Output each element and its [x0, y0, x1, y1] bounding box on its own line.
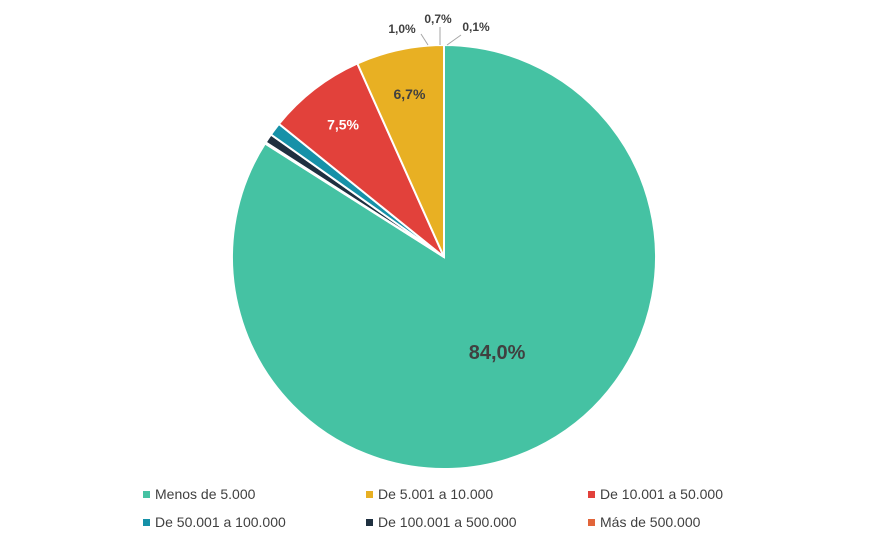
legend-label: De 50.001 a 100.000 — [155, 514, 286, 530]
leader-line-de-50-001-a-100-000 — [420, 33, 429, 46]
data-label-de-10-001-a-50-000: 7,5% — [327, 117, 359, 133]
leader-line-mas-de-500-000 — [446, 34, 462, 46]
legend-label: De 10.001 a 50.000 — [600, 486, 723, 502]
data-label-de-100-001-a-500-000: 0,7% — [424, 12, 452, 26]
legend-label: Menos de 5.000 — [155, 486, 256, 502]
data-label-menos-de-5-000: 84,0% — [469, 342, 526, 364]
legend-label: De 100.001 a 500.000 — [378, 514, 517, 530]
legend-item-de-5-001-a-10-000: De 5.001 a 10.000 — [366, 486, 493, 502]
legend-swatch — [143, 490, 150, 498]
legend-item-de-50-001-a-100-000: De 50.001 a 100.000 — [143, 514, 286, 530]
pie-slice-menos-de-5-000 — [231, 43, 657, 470]
data-label-de-50-001-a-100-000: 1,0% — [388, 22, 416, 36]
legend-item-de-100-001-a-500-000: De 100.001 a 500.000 — [366, 514, 517, 530]
legend-swatch — [143, 518, 150, 526]
legend-item-mas-de-500-000: Más de 500.000 — [588, 514, 700, 530]
legend-swatch — [588, 518, 595, 526]
legend-swatch — [588, 490, 595, 498]
pie-slice-de-5-001-a-10-000 — [356, 43, 445, 258]
data-label-de-5-001-a-10-000: 6,7% — [393, 86, 425, 102]
data-label-mas-de-500-000: 0,1% — [462, 20, 490, 34]
legend-item-de-10-001-a-50-000: De 10.001 a 50.000 — [588, 486, 723, 502]
chart-legend: Menos de 5.000 De 5.001 a 10.000 De 10.001… — [0, 483, 887, 545]
legend-swatch — [366, 490, 373, 498]
legend-label: De 5.001 a 10.000 — [378, 486, 494, 502]
legend-swatch — [366, 518, 373, 526]
pie-slice-de-10-001-a-50-000 — [277, 62, 445, 258]
legend-label: Más de 500.000 — [600, 514, 701, 530]
legend-item-menos-de-5-000: Menos de 5.000 — [143, 486, 255, 502]
